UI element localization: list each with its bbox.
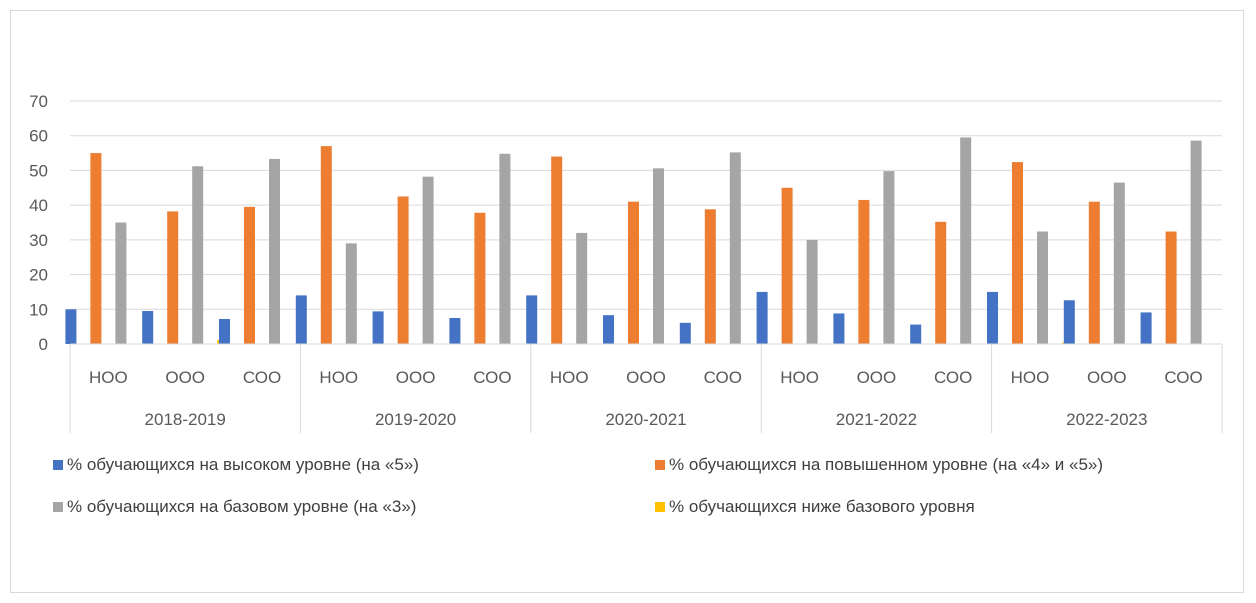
bar-series-1 xyxy=(910,324,922,344)
y-tick-label: 0 xyxy=(39,335,48,354)
legend-item-series-1: % обучающихся на высоком уровне (на «5») xyxy=(53,455,419,475)
bar-series-1 xyxy=(526,295,538,344)
bar-series-2 xyxy=(474,212,486,344)
bar-series-2 xyxy=(935,221,947,344)
x-category-label: НОО xyxy=(780,368,819,387)
bar-series-3 xyxy=(115,222,127,344)
legend-item-series-4: % обучающихся ниже базового уровня xyxy=(655,497,975,517)
bar-series-3 xyxy=(576,232,588,344)
legend-label-series-4: % обучающихся ниже базового уровня xyxy=(669,497,975,516)
x-category-label: НОО xyxy=(1011,368,1050,387)
legend-swatch-series-1 xyxy=(53,460,63,470)
bar-series-3 xyxy=(1037,231,1048,344)
x-group-label: 2019-2020 xyxy=(375,410,456,429)
bar-series-2 xyxy=(1165,231,1177,344)
bar-series-2 xyxy=(1088,201,1100,344)
x-category-label: ООО xyxy=(626,368,666,387)
bar-series-3 xyxy=(1113,182,1125,344)
bar-series-3 xyxy=(653,168,664,344)
y-axis: 0 10 20 30 40 50 60 70 xyxy=(29,92,48,354)
bar-series-3 xyxy=(422,176,434,344)
y-tick-label: 20 xyxy=(29,266,48,285)
x-category-label: ООО xyxy=(165,368,205,387)
x-axis: НОО ООО СОО НОО ООО СОО НОО ООО СОО НОО ООО СОО НОО О… xyxy=(69,343,1223,433)
bar-chart: 0 10 20 30 40 50 60 70 НОО ООО СОО НОО ООО СОО НОО ООО… xyxy=(29,92,1223,433)
bar-series-2 xyxy=(628,201,639,344)
x-category-label: ООО xyxy=(1087,368,1127,387)
bar-series-3 xyxy=(960,137,972,344)
bar-series-2 xyxy=(397,196,409,344)
x-category-label: НОО xyxy=(89,368,128,387)
x-category-label: СОО xyxy=(704,368,742,387)
bar-series-1 xyxy=(756,291,768,344)
x-group-label: 2022-2023 xyxy=(1066,410,1147,429)
x-group-label: 2020-2021 xyxy=(605,410,686,429)
bar-series-3 xyxy=(269,158,280,344)
bar-series-2 xyxy=(90,153,102,344)
y-tick-label: 60 xyxy=(29,127,48,146)
bar-series-1 xyxy=(1140,312,1152,344)
bar-series-2 xyxy=(858,199,870,344)
bar-series-1 xyxy=(1063,300,1075,344)
bar-series-3 xyxy=(806,239,818,344)
bar-series-1 xyxy=(372,311,384,344)
bar-series-2 xyxy=(320,146,332,344)
bar-series-1 xyxy=(833,313,845,344)
chart-frame: 0 10 20 30 40 50 60 70 НОО ООО СОО НОО ООО СОО НОО ООО… xyxy=(10,10,1244,593)
bar-series-1 xyxy=(142,311,154,344)
legend-swatch-series-2 xyxy=(655,460,665,470)
legend-item-series-3: % обучающихся на базовом уровне (на «3») xyxy=(53,497,416,517)
bar-series-3 xyxy=(499,153,511,344)
bar-series-3 xyxy=(1190,140,1202,344)
y-tick-label: 50 xyxy=(29,161,48,180)
x-group-label: 2021-2022 xyxy=(836,410,917,429)
x-category-label: СОО xyxy=(934,368,972,387)
legend-swatch-series-4 xyxy=(655,502,665,512)
bars xyxy=(65,137,1202,344)
x-category-label: ООО xyxy=(857,368,897,387)
x-category-label: НОО xyxy=(550,368,589,387)
y-tick-label: 10 xyxy=(29,300,48,319)
bar-series-2 xyxy=(704,209,716,344)
legend-swatch-series-3 xyxy=(53,502,63,512)
gridlines xyxy=(70,100,1222,345)
y-tick-label: 70 xyxy=(29,92,48,111)
bar-series-2 xyxy=(551,156,563,344)
legend-label-series-3: % обучающихся на базовом уровне (на «3») xyxy=(67,497,417,516)
bar-series-2 xyxy=(167,211,179,344)
x-category-label: ООО xyxy=(396,368,436,387)
bar-series-2 xyxy=(781,187,793,344)
x-group-label: 2018-2019 xyxy=(145,410,226,429)
x-category-label: СОО xyxy=(243,368,281,387)
bar-series-3 xyxy=(345,243,357,344)
bar-series-1 xyxy=(449,317,461,344)
bar-series-3 xyxy=(192,166,204,344)
bar-series-1 xyxy=(219,319,230,344)
bar-series-3 xyxy=(729,152,741,344)
y-tick-label: 30 xyxy=(29,231,48,250)
x-category-label: СОО xyxy=(1164,368,1202,387)
bar-series-1 xyxy=(295,295,307,344)
bar-series-2 xyxy=(1012,162,1023,344)
bar-series-1 xyxy=(987,291,998,344)
bar-series-3 xyxy=(883,171,895,344)
y-tick-label: 40 xyxy=(29,196,48,215)
bar-series-2 xyxy=(244,206,255,344)
legend-label-series-2: % обучающихся на повышенном уровне (на «… xyxy=(669,455,1104,474)
legend-item-series-2: % обучающихся на повышенном уровне (на «… xyxy=(655,455,1103,475)
bar-series-1 xyxy=(679,322,691,344)
bar-series-1 xyxy=(65,309,77,344)
bar-series-1 xyxy=(603,315,614,344)
legend-label-series-1: % обучающихся на высоком уровне (на «5») xyxy=(67,455,419,474)
x-category-label: НОО xyxy=(319,368,358,387)
x-category-label: СОО xyxy=(473,368,511,387)
